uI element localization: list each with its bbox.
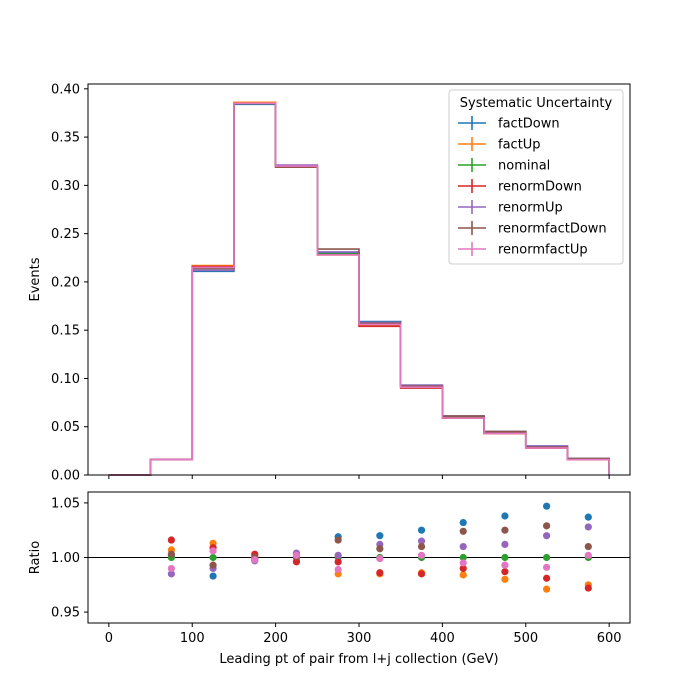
ratio-point-renormfactUp [543, 563, 551, 571]
ratio-point-renormfactDown [209, 561, 217, 569]
x-tick-label: 200 [263, 631, 288, 646]
ratio-point-renormDown [459, 564, 467, 573]
top-y-tick-label: 0.10 [51, 372, 80, 387]
bottom-y-axis-label: Ratio [28, 541, 43, 574]
legend-label-nominal: nominal [498, 159, 550, 174]
ratio-point-renormfactUp [417, 551, 426, 559]
ratio-point-renormfactUp [334, 565, 342, 574]
ratio-point-renormfactUp [459, 559, 467, 567]
legend-box [448, 89, 624, 265]
ratio-point-renormUp [334, 551, 342, 559]
x-tick-label: 500 [513, 631, 538, 646]
x-tick-label: 100 [180, 631, 205, 646]
ratio-point-renormfactUp [251, 556, 259, 564]
ratio-point-factDown [376, 532, 384, 540]
ratio-point-factUp [459, 571, 467, 579]
top-panel: 0.00 0.05 0.10 0.15 0.20 0.25 0.30 0.35 0.40 Eve… [28, 82, 631, 484]
legend-label-renormfactUp: renormfactUp [498, 243, 588, 258]
legend-label-factUp: factUp [498, 138, 541, 153]
ratio-point-renormDown [334, 558, 342, 566]
legend-label-renormDown: renormDown [498, 180, 582, 195]
top-axes-frame [87, 83, 631, 476]
top-y-tick-label: 0.20 [51, 275, 80, 290]
x-tick-label: 0 [105, 631, 113, 646]
ratio-point-renormUp [459, 542, 467, 551]
x-axis-label: Leading pt of pair from l+j collection (… [219, 652, 498, 667]
top-y-tick-label: 0.30 [51, 179, 80, 194]
ratio-point-renormUp [584, 523, 592, 531]
bottom-ticks: 0.95 1.00 1.05 0 100 200 300 400 500 600 [51, 496, 622, 646]
ratio-point-renormfactDown [334, 536, 342, 544]
ratio-point-nominal [459, 553, 467, 562]
ratio-point-renormfactDown [417, 542, 426, 551]
ratio-point-renormDown [167, 536, 175, 544]
ratio-point-renormfactUp [209, 547, 217, 555]
ratio-point-renormfactDown [584, 542, 592, 551]
ratio-point-renormUp [543, 532, 551, 540]
histogram-series-renormfactUp [108, 102, 610, 476]
ratio-point-renormfactDown [376, 545, 384, 553]
legend-label-renormUp: renormUp [498, 201, 563, 216]
ratio-point-nominal [501, 553, 509, 562]
ratio-point-renormDown [292, 558, 301, 566]
ratio-point-factDown [584, 513, 592, 521]
ratio-point-factDown [459, 518, 467, 527]
top-y-tick-label: 0.15 [51, 324, 80, 339]
legend: Systematic Uncertainty factDown factUp nom… [448, 89, 624, 265]
ratio-point-factDown [501, 512, 509, 520]
ratio-point-renormDown [376, 569, 384, 577]
ratio-point-renormDown [543, 574, 551, 582]
ratio-point-renormUp [167, 570, 175, 578]
ratio-point-renormUp [417, 537, 426, 545]
bottom-axes-frame [87, 491, 631, 624]
x-tick-label: 600 [597, 631, 622, 646]
top-y-axis-label: Events [28, 257, 43, 301]
ratio-points [167, 502, 592, 593]
legend-title: Systematic Uncertainty [460, 96, 613, 111]
ratio-point-factDown [417, 526, 426, 534]
ratio-point-renormDown [584, 584, 592, 592]
ratio-point-renormfactUp [292, 551, 301, 559]
bottom-y-tick-label: 0.95 [51, 606, 80, 621]
ratio-point-renormfactDown [167, 550, 175, 558]
top-y-tick-label: 0.35 [51, 131, 80, 146]
ratio-point-renormfactDown [543, 522, 551, 530]
legend-entries: factDown factUp nominal renormDown renormUp r… [458, 116, 607, 258]
ratio-point-nominal [543, 553, 551, 562]
bottom-y-tick-label: 1.05 [51, 496, 80, 511]
top-y-tick-label: 0.25 [51, 227, 80, 242]
ratio-point-renormDown [501, 568, 509, 576]
ratio-point-factUp [501, 575, 509, 583]
ratio-point-renormfactUp [167, 564, 175, 573]
ratio-point-nominal [209, 553, 217, 562]
ratio-point-renormfactDown [501, 526, 509, 534]
x-tick-label: 400 [430, 631, 455, 646]
histogram-steps [108, 101, 610, 476]
ratio-point-renormfactUp [376, 554, 384, 563]
ratio-point-renormfactDown [459, 527, 467, 535]
ratio-point-factDown [209, 572, 217, 580]
ratio-point-renormfactUp [501, 561, 509, 569]
ratio-point-renormfactUp [584, 551, 592, 559]
legend-label-factDown: factDown [498, 117, 560, 132]
ratio-point-factDown [543, 502, 551, 510]
bottom-y-tick-label: 1.00 [51, 551, 80, 566]
ratio-point-renormUp [501, 540, 509, 549]
top-y-tick-label: 0.40 [51, 82, 80, 97]
ratio-point-factUp [543, 585, 551, 593]
bottom-panel: 0.95 1.00 1.05 0 100 200 300 400 500 600 Ratio Le… [28, 491, 631, 667]
ratio-point-renormDown [417, 570, 426, 578]
legend-label-renormfactDown: renormfactDown [498, 222, 607, 237]
top-y-tick-label: 0.00 [51, 469, 80, 484]
x-tick-label: 300 [347, 631, 372, 646]
top-y-tick-label: 0.05 [51, 420, 80, 435]
top-ticks: 0.00 0.05 0.10 0.15 0.20 0.25 0.30 0.35 0.40 [51, 82, 610, 484]
